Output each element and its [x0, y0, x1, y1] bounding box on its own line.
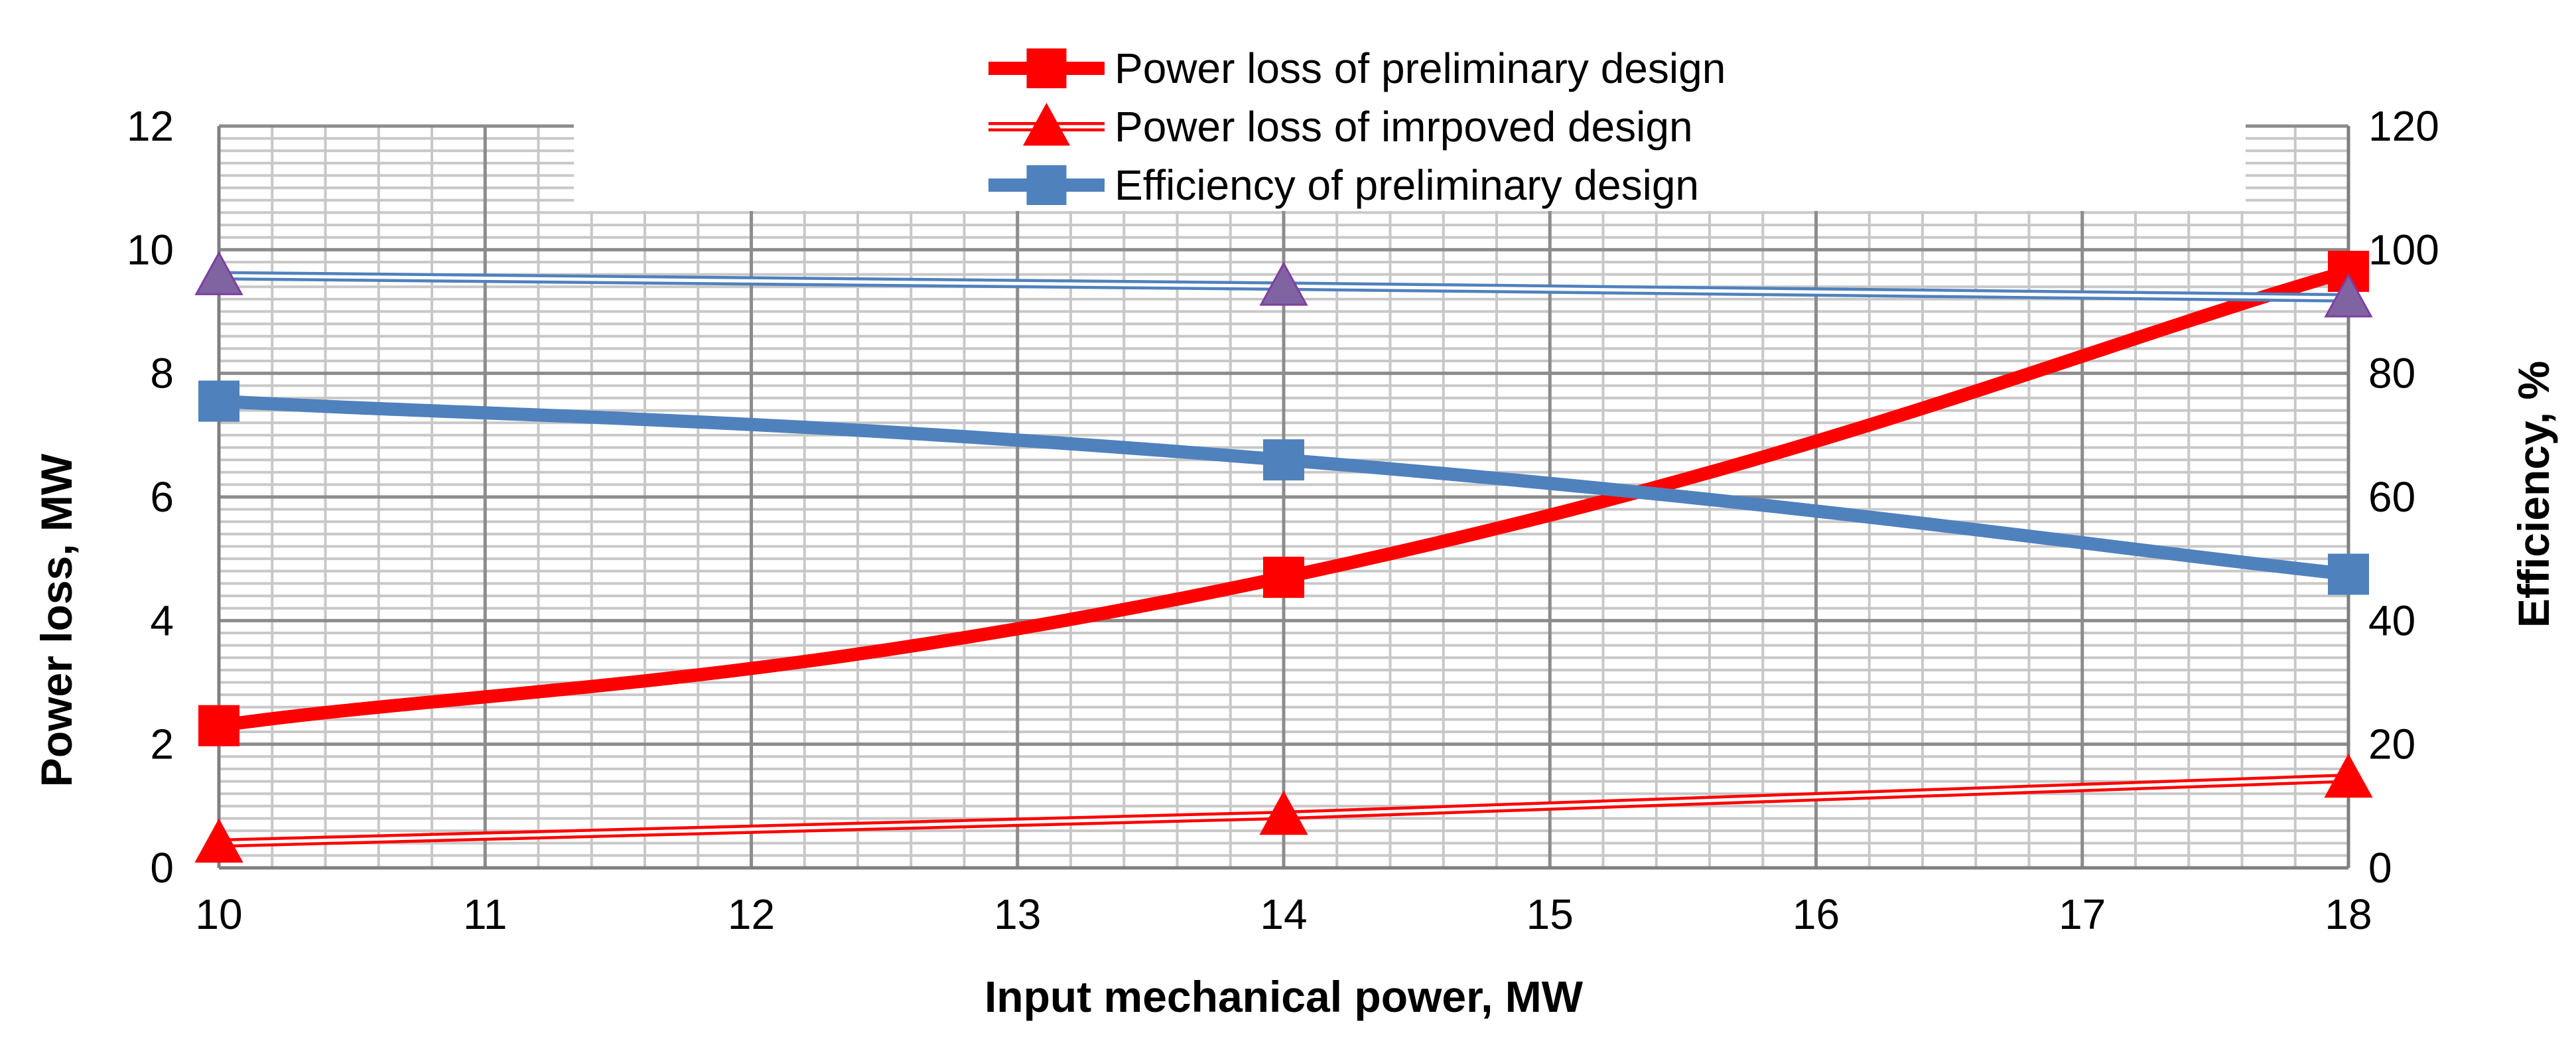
- x-tick-label: 10: [195, 890, 242, 938]
- series-4-point: [1259, 261, 1308, 306]
- series-2-point: [1259, 790, 1308, 835]
- series-3-point: [2328, 553, 2369, 595]
- x-axis-title: Input mechanical power, MW: [984, 972, 1584, 1021]
- y-tick-label: 10: [127, 226, 174, 273]
- tick-labels: 10 11 12 13 14 15 16 17 180246810120204060801001…: [127, 102, 2439, 938]
- y2-tick-label: 0: [2368, 844, 2392, 892]
- x-tick-label: 12: [728, 890, 775, 938]
- y2-tick-label: 120: [2368, 102, 2439, 150]
- series-3-point: [1263, 439, 1304, 481]
- legend-entry-2-marker: [1022, 102, 1071, 146]
- x-tick-label: 17: [2059, 890, 2106, 938]
- x-tick-label: 18: [2325, 890, 2372, 938]
- series-4-point: [2324, 273, 2373, 318]
- x-tick-label: 14: [1260, 890, 1307, 938]
- series-4-point: [194, 251, 243, 295]
- y-tick-label: 8: [150, 350, 174, 397]
- y-tick-label: 0: [150, 844, 174, 892]
- series-3-point: [198, 380, 239, 422]
- series-1-point: [1263, 557, 1304, 598]
- legend-entry-3-label: Efficiency of preliminary design: [1115, 161, 1699, 209]
- y-axis-title: Power loss, MW: [32, 453, 81, 787]
- y2-tick-label: 40: [2368, 596, 2415, 644]
- y2-tick-label: 60: [2368, 473, 2415, 521]
- legend: Power loss of preliminary design Power lo…: [988, 44, 1726, 209]
- y-tick-label: 2: [150, 721, 174, 768]
- legend-background: [574, 12, 2246, 211]
- series: [194, 250, 2373, 863]
- x-tick-label: 15: [1526, 890, 1574, 938]
- legend-entry-1-marker: [1026, 48, 1067, 88]
- y2-axis-title: Efficiency, %: [2509, 361, 2558, 628]
- x-tick-label: 11: [463, 890, 507, 938]
- legend-entry-2-label: Power loss of imrpoved design: [1115, 103, 1693, 151]
- x-tick-label: 16: [1793, 890, 1840, 938]
- grid: [217, 124, 2350, 870]
- y-tick-label: 6: [150, 473, 174, 521]
- series-2-point: [2324, 753, 2373, 798]
- y2-tick-label: 20: [2368, 721, 2415, 768]
- y-tick-label: 4: [150, 596, 174, 644]
- series-1-point: [198, 705, 239, 746]
- y2-tick-label: 80: [2368, 350, 2415, 397]
- y2-tick-label: 100: [2368, 226, 2439, 273]
- y-tick-label: 12: [127, 102, 174, 150]
- series-2-point: [194, 818, 243, 863]
- x-tick-label: 13: [994, 890, 1041, 938]
- legend-entry-1-label: Power loss of preliminary design: [1115, 44, 1726, 92]
- legend-entry-3-marker: [1026, 165, 1067, 205]
